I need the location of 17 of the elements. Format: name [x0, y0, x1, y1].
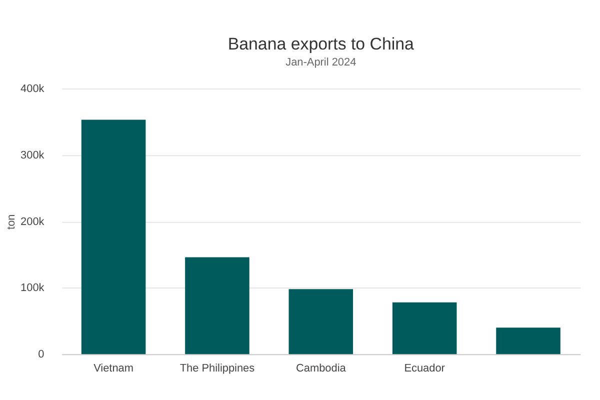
y-tick-label: 100k — [20, 282, 45, 294]
y-axis-title: ton — [6, 214, 18, 230]
x-tick-label: Ecuador — [404, 362, 446, 375]
bar — [81, 120, 146, 354]
bar — [392, 302, 457, 354]
chart-title: Banana exports to China — [228, 34, 415, 54]
y-tick-label: 200k — [20, 216, 45, 228]
bar — [496, 328, 560, 354]
bar — [288, 289, 354, 354]
chart-subtitle: Jan-April 2024 — [286, 56, 356, 69]
x-tick-label: Vietnam — [94, 362, 134, 375]
y-tick-label: 400k — [20, 82, 45, 95]
x-tick-label: The Philippines — [180, 362, 256, 375]
x-tick-label: Cambodia — [296, 362, 347, 375]
y-tick-label: 300k — [20, 149, 45, 162]
y-tick-label: 0 — [38, 348, 44, 361]
bar — [185, 257, 250, 354]
